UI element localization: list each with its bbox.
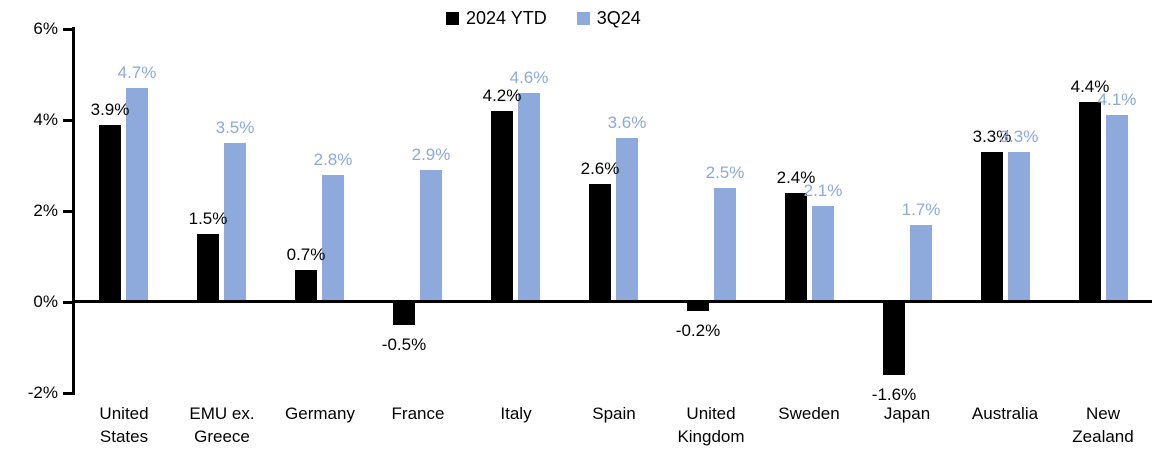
data-label: 4.2% (482, 86, 522, 105)
data-label: 2.9% (411, 145, 451, 164)
legend-swatch-2024-ytd-icon (446, 11, 459, 25)
bar-2024-ytd (981, 152, 1003, 302)
bar-3q24 (126, 88, 148, 302)
legend-item-2024-ytd: 2024 YTD (446, 5, 547, 31)
x-axis-category-line: Germany (285, 404, 355, 423)
bar-3q24 (322, 175, 344, 302)
y-axis-tick (63, 28, 75, 31)
bar-3q24 (714, 188, 736, 302)
bar-3q24 (1106, 115, 1128, 302)
data-label: 4.1% (1097, 90, 1137, 109)
x-axis-category-line: United (99, 404, 149, 423)
x-axis-category-label: Spain (592, 402, 635, 425)
x-axis-category-line: Japan (883, 404, 931, 423)
data-label: 1.5% (188, 209, 228, 228)
x-axis-category-line: Spain (592, 404, 636, 423)
bar-2024-ytd (687, 302, 709, 311)
x-axis-category-label: New Zealand (1072, 402, 1133, 448)
bar-3q24 (224, 143, 246, 302)
bar-3q24 (616, 138, 638, 302)
x-axis-category-line: New (1085, 404, 1120, 423)
x-axis-category-line: France (391, 404, 445, 423)
data-label: 2.4% (776, 168, 816, 187)
bar-3q24 (420, 170, 442, 302)
data-label: 2.6% (580, 159, 620, 178)
bar-2024-ytd (393, 302, 415, 325)
bar-3q24 (910, 225, 932, 302)
bar-3q24 (518, 93, 540, 302)
y-axis-tick (63, 392, 75, 395)
data-label: 3.3% (972, 127, 1012, 146)
legend-item-3q24: 3Q24 (576, 5, 641, 31)
y-axis-tick (63, 119, 75, 122)
data-label: -1.6% (871, 385, 917, 404)
x-axis-category-line: Zealand (1072, 427, 1134, 446)
x-axis-category-label: Sweden (778, 402, 839, 425)
x-axis-category-label: Germany (285, 402, 355, 425)
y-axis-tick-label: 0% (33, 292, 58, 311)
bar-2024-ytd (883, 302, 905, 375)
x-axis-category-line: Australia (971, 404, 1039, 423)
x-axis-category-line: United (686, 404, 736, 423)
x-axis-category-label: Japan (884, 402, 930, 425)
legend: 2024 YTD 3Q24 (446, 5, 641, 31)
data-label: 2.8% (313, 150, 353, 169)
legend-label-2024-ytd: 2024 YTD (466, 8, 547, 28)
data-label: 3.5% (215, 118, 255, 137)
data-label: -0.5% (381, 335, 427, 354)
x-axis-category-line: Kingdom (677, 427, 745, 446)
data-label: 2.5% (705, 163, 745, 182)
data-label: 4.4% (1070, 77, 1110, 96)
data-label: 3.9% (90, 100, 130, 119)
x-axis-category-label: EMU ex. Greece (189, 402, 254, 448)
bar-3q24 (1008, 152, 1030, 302)
y-axis-tick (63, 210, 75, 213)
data-label: 4.7% (117, 63, 157, 82)
data-label: 3.3% (999, 127, 1039, 146)
data-label: 1.7% (901, 200, 941, 219)
bar-3q24 (812, 206, 834, 302)
legend-swatch-3q24-icon (576, 11, 590, 25)
y-axis-tick-label: 6% (33, 19, 58, 38)
y-axis-tick-label: -2% (27, 383, 58, 402)
x-axis-category-label: United States (99, 402, 148, 448)
bar-2024-ytd (295, 270, 317, 302)
bar-2024-ytd (99, 125, 121, 302)
x-axis-line (74, 300, 1152, 303)
y-axis-tick-label: 2% (33, 201, 58, 220)
data-label: 4.6% (509, 68, 549, 87)
bar-2024-ytd (785, 193, 807, 302)
bar-2024-ytd (1079, 102, 1101, 302)
bar-2024-ytd (197, 234, 219, 302)
x-axis-category-line: Sweden (778, 404, 840, 423)
bar-2024-ytd (589, 184, 611, 302)
y-axis-tick (63, 301, 75, 304)
x-axis-category-line: Italy (500, 404, 532, 423)
x-axis-category-line: States (99, 427, 149, 446)
x-axis-category-label: France (392, 402, 445, 425)
legend-label-3q24: 3Q24 (596, 8, 641, 28)
data-label: 0.7% (286, 245, 326, 264)
x-axis-category-label: Australia (972, 402, 1038, 425)
x-axis-category-label: United Kingdom (677, 402, 744, 448)
data-label: 2.1% (803, 181, 843, 200)
data-label: -0.2% (675, 321, 721, 340)
y-axis-tick-label: 4% (33, 110, 58, 129)
data-label: 3.6% (607, 113, 647, 132)
x-axis-category-label: Italy (500, 402, 531, 425)
bar-2024-ytd (491, 111, 513, 302)
x-axis-category-line: Greece (194, 427, 250, 446)
x-axis-category-line: EMU ex. (189, 404, 255, 423)
